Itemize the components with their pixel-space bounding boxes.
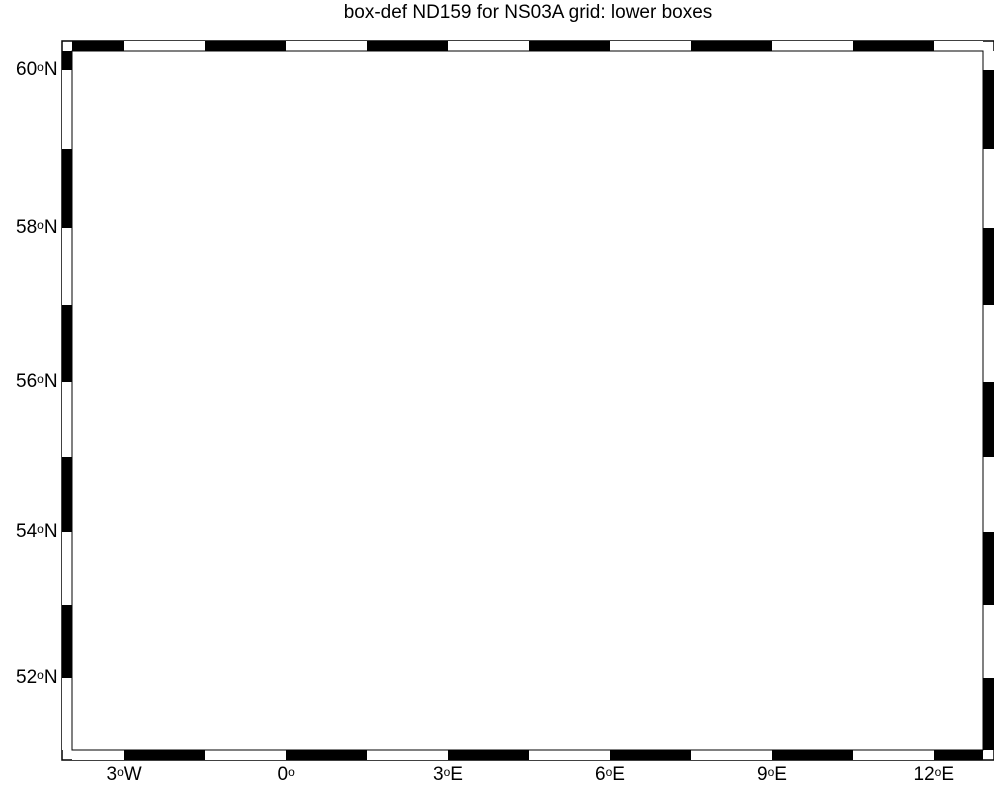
frame-segment bbox=[983, 149, 994, 228]
lon-label: 3oE bbox=[433, 765, 463, 785]
degree-symbol: o bbox=[767, 765, 775, 779]
label-degrees: 58 bbox=[16, 217, 38, 238]
frame-segment bbox=[448, 41, 529, 51]
label-hemisphere: E bbox=[774, 764, 787, 785]
frame-segment bbox=[62, 605, 72, 678]
frame-segment bbox=[983, 382, 994, 457]
degree-symbol: o bbox=[288, 765, 295, 779]
label-hemisphere: W bbox=[123, 764, 142, 785]
frame-segment bbox=[72, 41, 124, 51]
label-hemisphere: N bbox=[43, 521, 58, 542]
frame-segment bbox=[62, 532, 72, 605]
degree-symbol: o bbox=[37, 218, 44, 232]
frame-segment bbox=[367, 750, 448, 760]
frame-segment bbox=[983, 605, 994, 678]
lat-label: 52oN bbox=[16, 668, 58, 688]
frame-segment bbox=[72, 750, 124, 760]
label-degrees: 3 bbox=[106, 764, 118, 785]
lon-label: 6oE bbox=[595, 765, 625, 785]
frame-segment bbox=[983, 70, 994, 149]
map-frame bbox=[61, 40, 994, 761]
label-degrees: 0 bbox=[277, 764, 289, 785]
degree-symbol: o bbox=[37, 60, 44, 74]
frame-segment bbox=[62, 305, 72, 382]
frame-segment bbox=[983, 457, 994, 532]
lat-label: 54oN bbox=[16, 522, 58, 542]
frame-segment bbox=[983, 532, 994, 605]
frame-segment bbox=[448, 750, 529, 760]
degree-symbol: o bbox=[37, 668, 44, 682]
frame-segment bbox=[983, 51, 994, 70]
frame-segment bbox=[62, 228, 72, 305]
frame-segment bbox=[610, 41, 691, 51]
frame-segment bbox=[62, 51, 72, 70]
frame-segment bbox=[934, 750, 983, 760]
frame-segment bbox=[205, 750, 286, 760]
lon-label: 0o bbox=[278, 765, 295, 785]
lat-label: 56oN bbox=[16, 372, 58, 392]
degree-symbol: o bbox=[443, 765, 451, 779]
label-hemisphere: N bbox=[43, 667, 58, 688]
label-degrees: 54 bbox=[16, 521, 38, 542]
label-hemisphere: E bbox=[450, 764, 463, 785]
frame-segment bbox=[983, 305, 994, 382]
frame-segment bbox=[62, 382, 72, 457]
frame-segment bbox=[983, 678, 994, 750]
label-degrees: 3 bbox=[433, 764, 444, 785]
frame-segment bbox=[853, 750, 934, 760]
frame-segment bbox=[772, 750, 853, 760]
frame-segment bbox=[286, 41, 367, 51]
label-degrees: 12 bbox=[913, 764, 935, 785]
label-degrees: 56 bbox=[16, 371, 38, 392]
label-degrees: 52 bbox=[16, 667, 38, 688]
frame-segment bbox=[62, 457, 72, 532]
lon-label: 9oE bbox=[757, 765, 787, 785]
lat-label: 58oN bbox=[16, 218, 58, 238]
frame-segment bbox=[983, 228, 994, 305]
frame-segment bbox=[367, 41, 448, 51]
frame-segment bbox=[529, 41, 610, 51]
degree-symbol: o bbox=[605, 765, 613, 779]
frame-segment bbox=[124, 750, 205, 760]
label-hemisphere: E bbox=[612, 764, 625, 785]
label-degrees: 9 bbox=[757, 764, 768, 785]
label-degrees: 6 bbox=[595, 764, 606, 785]
frame-segment bbox=[691, 750, 772, 760]
label-degrees: 60 bbox=[16, 59, 38, 80]
frame-segment bbox=[529, 750, 610, 760]
degree-symbol: o bbox=[37, 372, 44, 386]
frame-segment bbox=[62, 678, 72, 750]
frame-segment bbox=[124, 41, 205, 51]
degree-symbol: o bbox=[37, 522, 44, 536]
label-hemisphere: N bbox=[43, 59, 58, 80]
frame-segment bbox=[772, 41, 853, 51]
frame-segment bbox=[691, 41, 772, 51]
lat-label: 60oN bbox=[16, 60, 58, 80]
label-hemisphere: N bbox=[43, 371, 58, 392]
degree-symbol: o bbox=[117, 765, 124, 779]
frame-segment bbox=[286, 750, 367, 760]
frame-segment bbox=[62, 70, 72, 149]
label-hemisphere: N bbox=[43, 217, 58, 238]
map-title: box-def ND159 for NS03A grid: lower boxe… bbox=[343, 2, 713, 23]
degree-symbol: o bbox=[934, 765, 942, 779]
frame-segment bbox=[934, 41, 983, 51]
frame-segment bbox=[62, 149, 72, 228]
frame-segment bbox=[610, 750, 691, 760]
lon-label: 12oE bbox=[914, 765, 955, 785]
label-hemisphere: E bbox=[941, 764, 955, 785]
frame-segment bbox=[853, 41, 934, 51]
lon-label: 3oW bbox=[107, 765, 142, 785]
frame-segment bbox=[205, 41, 286, 51]
